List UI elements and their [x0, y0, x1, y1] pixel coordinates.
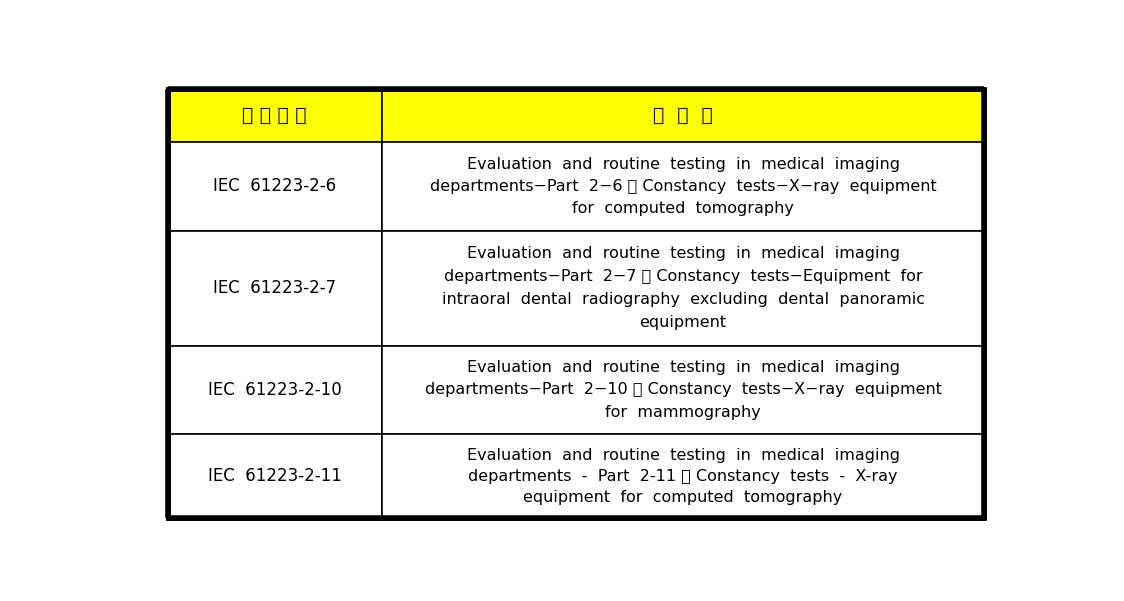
Bar	[167, 435, 382, 518]
Text: Evaluation  and  routine  testing  in  medical  imaging: Evaluation and routine testing in medica…	[466, 360, 899, 375]
Bar	[167, 231, 382, 346]
Text: equipment  for  computed  tomography: equipment for computed tomography	[524, 490, 843, 505]
Text: 규  갰  명: 규 갰 명	[653, 106, 713, 125]
Text: Evaluation  and  routine  testing  in  medical  imaging: Evaluation and routine testing in medica…	[466, 448, 899, 463]
Text: IEC  61223-2-7: IEC 61223-2-7	[214, 279, 336, 297]
Text: IEC  61223-2-10: IEC 61223-2-10	[208, 381, 342, 399]
Bar	[382, 346, 985, 435]
Bar	[382, 435, 985, 518]
Text: for  mammography: for mammography	[605, 404, 761, 419]
Bar	[382, 231, 985, 346]
Bar	[167, 142, 382, 231]
Text: departments−Part  2−6 ： Constancy  tests−X−ray  equipment: departments−Part 2−6 ： Constancy tests−X…	[429, 178, 936, 194]
Bar	[382, 142, 985, 231]
Text: departments  -  Part  2-11 ： Constancy  tests  -  X-ray: departments - Part 2-11 ： Constancy test…	[469, 469, 898, 484]
Text: Evaluation  and  routine  testing  in  medical  imaging: Evaluation and routine testing in medica…	[466, 246, 899, 261]
Text: IEC  61223-2-6: IEC 61223-2-6	[214, 177, 336, 195]
Bar	[167, 346, 382, 435]
Text: intraoral  dental  radiography  excluding  dental  panoramic: intraoral dental radiography excluding d…	[442, 292, 925, 307]
Text: IEC  61223-2-11: IEC 61223-2-11	[208, 467, 342, 485]
Text: departments−Part  2−7 ： Constancy  tests−Equipment  for: departments−Part 2−7 ： Constancy tests−E…	[444, 269, 923, 284]
Text: equipment: equipment	[640, 315, 726, 330]
Text: 규 갰 번 호: 규 갰 번 호	[243, 106, 307, 125]
Text: departments−Part  2−10 ： Constancy  tests−X−ray  equipment: departments−Part 2−10 ： Constancy tests−…	[425, 382, 942, 397]
Bar	[167, 89, 382, 142]
Text: Evaluation  and  routine  testing  in  medical  imaging: Evaluation and routine testing in medica…	[466, 156, 899, 171]
Bar	[382, 89, 985, 142]
Text: for  computed  tomography: for computed tomography	[572, 201, 794, 216]
